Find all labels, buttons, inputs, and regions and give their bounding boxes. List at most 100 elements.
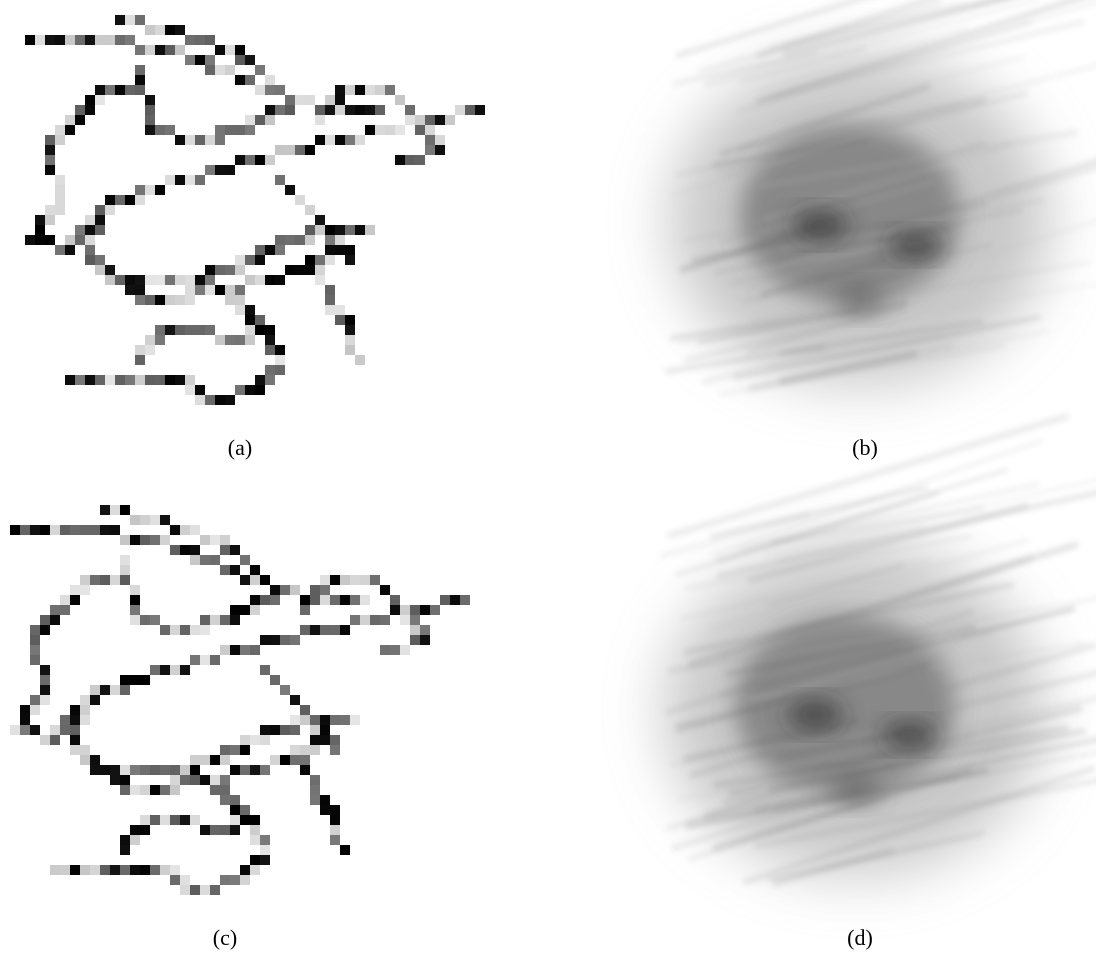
pixel (150, 815, 160, 825)
pixel (175, 295, 185, 305)
pixel (265, 335, 275, 345)
pixel (265, 245, 275, 255)
pixel (80, 715, 90, 725)
pixel (410, 635, 420, 645)
pixel (190, 545, 200, 555)
pixel (130, 605, 140, 615)
pixel (230, 545, 240, 555)
pixel (320, 625, 330, 635)
pixel (245, 55, 255, 65)
pixel (145, 95, 155, 105)
pixel (155, 335, 165, 345)
pixel (215, 135, 225, 145)
pixel (180, 545, 190, 555)
pixel (130, 865, 140, 875)
pixel (205, 35, 215, 45)
pixel (220, 645, 230, 655)
pixel (55, 135, 65, 145)
pixel (195, 175, 205, 185)
pixel (50, 525, 60, 535)
pixel (190, 755, 200, 765)
pixel (230, 795, 240, 805)
pixel (185, 375, 195, 385)
pixel (30, 525, 40, 535)
pixel (330, 595, 340, 605)
pixel (415, 155, 425, 165)
pixel (70, 595, 80, 605)
pixel (250, 825, 260, 835)
pixel (25, 35, 35, 45)
pixel (50, 605, 60, 615)
pixel (340, 845, 350, 855)
dark-spot (792, 211, 848, 239)
pixel (185, 55, 195, 65)
pixel (230, 615, 240, 625)
pixel (410, 625, 420, 635)
pixel (355, 135, 365, 145)
pixel (330, 805, 340, 815)
pixel (200, 655, 210, 665)
pixel (225, 295, 235, 305)
pixel (160, 535, 170, 545)
pixel (245, 75, 255, 85)
pixel (400, 605, 410, 615)
pixel (215, 265, 225, 275)
pixel (435, 145, 445, 155)
pixel (310, 745, 320, 755)
pixel (175, 325, 185, 335)
pixel (270, 635, 280, 645)
pixel (345, 345, 355, 355)
pixel (385, 125, 395, 135)
pixel (360, 615, 370, 625)
pixel (345, 325, 355, 335)
pixel (170, 545, 180, 555)
pixel (170, 785, 180, 795)
dark-spot (787, 701, 843, 729)
pixel (85, 215, 95, 225)
pixel (145, 115, 155, 125)
pixel (245, 325, 255, 335)
pixel (130, 785, 140, 795)
pixel (110, 505, 120, 515)
pixel (120, 555, 130, 565)
pixel (215, 45, 225, 55)
pixel (50, 725, 60, 735)
pixel (30, 635, 40, 645)
pixel (65, 375, 75, 385)
pixel (265, 365, 275, 375)
pixel (140, 515, 150, 525)
pixel (155, 325, 165, 335)
pixel (30, 645, 40, 655)
pixel (310, 715, 320, 725)
pixel (225, 125, 235, 135)
pixel (285, 95, 295, 105)
pixel (70, 865, 80, 875)
pixel (110, 775, 120, 785)
pixel (225, 285, 235, 295)
pixel (255, 85, 265, 95)
pixel (205, 55, 215, 65)
pixel (145, 185, 155, 195)
pixel (345, 105, 355, 115)
pixel (210, 825, 220, 835)
pixel (280, 725, 290, 735)
pixel (210, 755, 220, 765)
pixel (125, 35, 135, 45)
pixel (220, 825, 230, 835)
pixel (170, 865, 180, 875)
pixel (255, 315, 265, 325)
pixel (270, 675, 280, 685)
pixel (250, 645, 260, 655)
pixel (220, 565, 230, 575)
pixel (105, 275, 115, 285)
pixel (150, 535, 160, 545)
pixel (345, 135, 355, 145)
pixel (100, 765, 110, 775)
pixel (35, 225, 45, 235)
pixel (55, 185, 65, 195)
pixel (395, 155, 405, 165)
pixel (70, 715, 80, 725)
pixel (335, 85, 345, 95)
pixel (165, 125, 175, 135)
pixel (330, 575, 340, 585)
